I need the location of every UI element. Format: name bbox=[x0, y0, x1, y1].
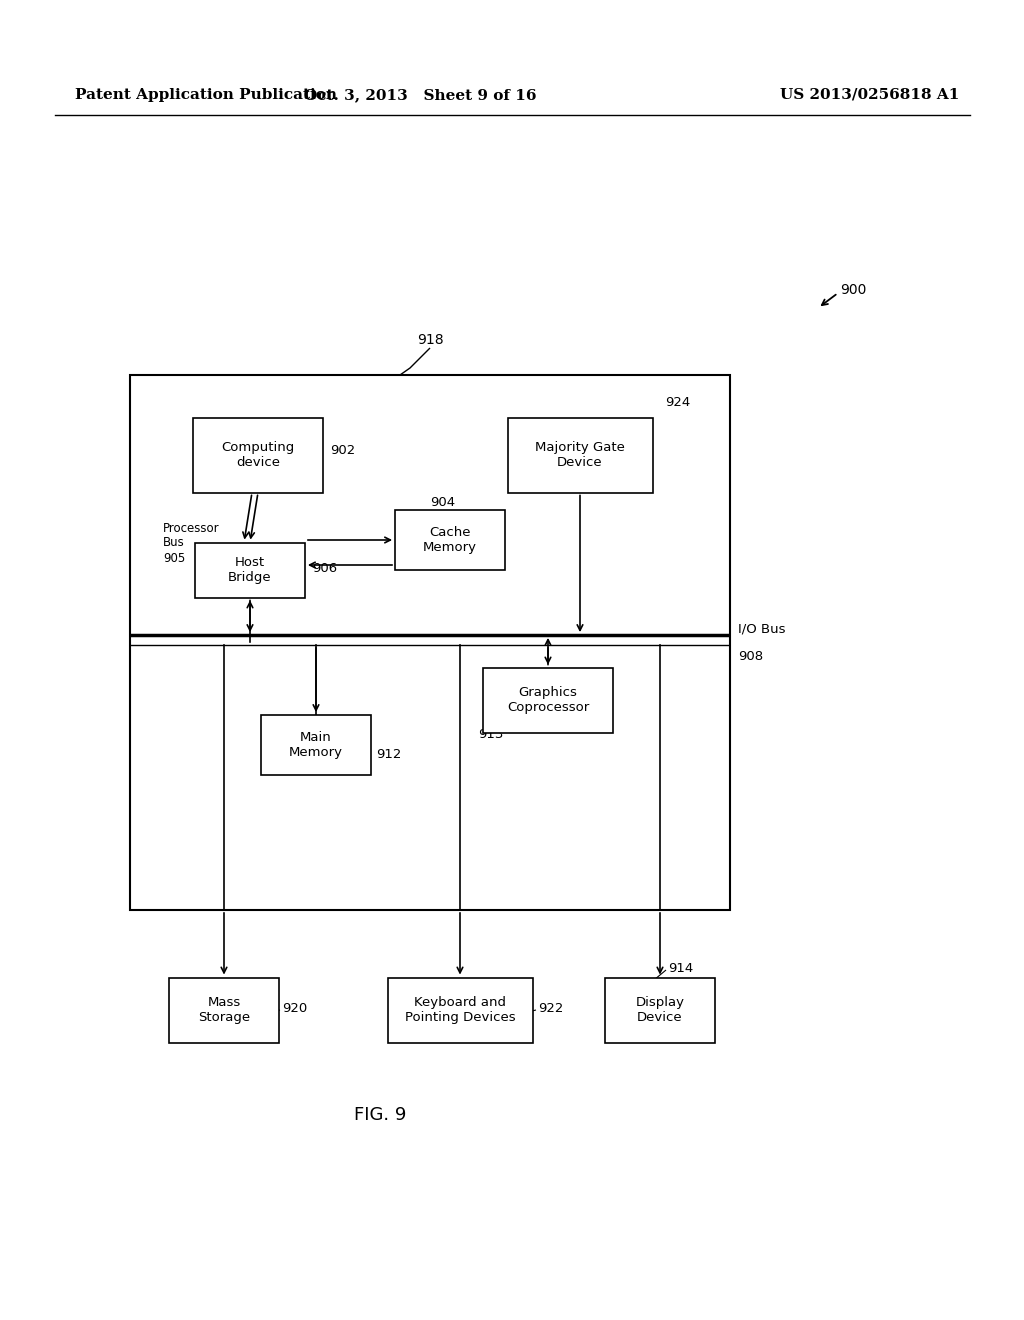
Text: 904: 904 bbox=[430, 496, 455, 510]
Text: Majority Gate
Device: Majority Gate Device bbox=[536, 441, 625, 469]
Text: FIG. 9: FIG. 9 bbox=[354, 1106, 407, 1125]
Text: 908: 908 bbox=[738, 649, 763, 663]
Bar bbox=[195, 543, 305, 598]
Text: Graphics
Coprocessor: Graphics Coprocessor bbox=[507, 686, 589, 714]
Text: 913: 913 bbox=[478, 729, 504, 742]
Bar bbox=[605, 978, 715, 1043]
Bar bbox=[261, 715, 371, 775]
Text: 922: 922 bbox=[538, 1002, 563, 1015]
Text: 906: 906 bbox=[312, 561, 337, 574]
Text: Patent Application Publication: Patent Application Publication bbox=[75, 88, 337, 102]
Text: 918: 918 bbox=[417, 333, 443, 347]
Text: 902: 902 bbox=[330, 444, 355, 457]
Bar bbox=[387, 978, 532, 1043]
Text: Host
Bridge: Host Bridge bbox=[228, 556, 271, 583]
Text: I/O Bus: I/O Bus bbox=[738, 622, 785, 635]
Text: US 2013/0256818 A1: US 2013/0256818 A1 bbox=[780, 88, 959, 102]
Text: Processor
Bus
905: Processor Bus 905 bbox=[163, 521, 219, 565]
Text: Mass
Storage: Mass Storage bbox=[198, 997, 250, 1024]
Bar bbox=[395, 510, 505, 570]
Bar bbox=[508, 417, 652, 492]
Bar bbox=[130, 375, 730, 909]
Text: 924: 924 bbox=[665, 396, 690, 409]
Text: Main
Memory: Main Memory bbox=[289, 731, 343, 759]
Text: Cache
Memory: Cache Memory bbox=[423, 525, 477, 554]
Text: 912: 912 bbox=[376, 748, 401, 762]
Text: Display
Device: Display Device bbox=[636, 997, 684, 1024]
Text: 920: 920 bbox=[282, 1002, 307, 1015]
Text: Keyboard and
Pointing Devices: Keyboard and Pointing Devices bbox=[404, 997, 515, 1024]
Bar bbox=[169, 978, 279, 1043]
Text: 900: 900 bbox=[840, 282, 866, 297]
Text: Computing
device: Computing device bbox=[221, 441, 295, 469]
Text: 914: 914 bbox=[668, 961, 693, 974]
Bar bbox=[483, 668, 613, 733]
Bar bbox=[193, 417, 323, 492]
Text: Oct. 3, 2013   Sheet 9 of 16: Oct. 3, 2013 Sheet 9 of 16 bbox=[304, 88, 537, 102]
